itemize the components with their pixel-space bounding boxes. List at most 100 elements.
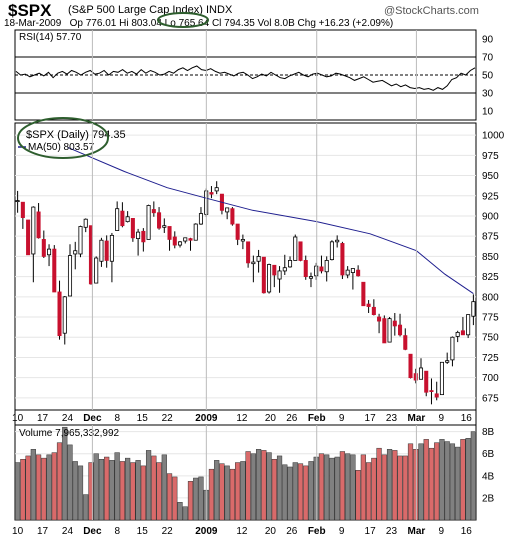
candle-body: [371, 306, 376, 316]
x-axis-label: 22: [162, 413, 174, 424]
candle-body: [246, 241, 251, 264]
volume-bar: [35, 454, 42, 521]
x-axis-label: 2009: [195, 526, 218, 537]
x-axis-label: 23: [386, 413, 398, 424]
candle-body: [177, 241, 183, 246]
candle-body: [26, 219, 31, 256]
candle-body: [256, 255, 261, 262]
candle-body: [345, 269, 350, 276]
candle-body: [188, 238, 193, 241]
candle-body: [340, 243, 345, 276]
volume-bar: [418, 443, 424, 521]
candle-body: [366, 303, 371, 307]
volume-bar: [56, 442, 63, 521]
volume-bar: [255, 449, 262, 521]
volume-bar: [381, 454, 387, 521]
candle-body: [146, 205, 151, 240]
volume-bar: [303, 465, 309, 521]
candle-body: [157, 212, 162, 229]
x-axis-label: 22: [162, 526, 174, 537]
symbol-title: $SPX: [8, 1, 52, 20]
volume-bars: [15, 426, 476, 521]
volume-bar: [339, 451, 346, 521]
volume-bar: [114, 452, 120, 521]
price-y-tick: 875: [482, 232, 499, 243]
quote-values: Op 776.01 Hi 803.04 Lo 765.64 Cl 794.35 …: [69, 18, 394, 29]
x-axis-label: Mar: [408, 526, 426, 537]
candle-body: [466, 314, 471, 336]
candle-body: [136, 231, 141, 240]
candle-body: [403, 335, 408, 350]
candle-body: [350, 268, 355, 273]
volume-bar: [250, 453, 256, 521]
volume-bar: [83, 494, 89, 521]
candle-body: [439, 361, 444, 396]
candle-body: [198, 213, 203, 225]
volume-bar: [166, 473, 173, 521]
x-axis-label: 10: [12, 526, 24, 537]
volume-bar: [224, 465, 230, 521]
volume-bar: [355, 470, 361, 521]
volume-bar: [172, 476, 178, 521]
volume-bar: [292, 462, 298, 521]
legend-highlight-ellipse: [17, 117, 109, 159]
volume-bar: [297, 463, 304, 521]
price-y-tick: 975: [482, 151, 499, 162]
volume-bar: [465, 438, 471, 521]
x-axis-label: 8: [115, 413, 121, 424]
x-axis-label: 24: [62, 526, 74, 537]
candle-body: [460, 330, 465, 336]
volume-bar: [193, 477, 199, 521]
volume-bar: [98, 458, 105, 521]
x-axis-label: 20: [265, 413, 277, 424]
volume-bar: [449, 443, 456, 521]
volume-bar: [324, 454, 330, 521]
x-axis-label: 26: [286, 526, 298, 537]
legend-price: $SPX (Daily) 794.35: [26, 129, 126, 141]
volume-bar: [308, 461, 314, 521]
x-axis-label: 17: [37, 413, 49, 424]
x-axis-label: 10: [12, 413, 24, 424]
candle-body: [434, 393, 439, 398]
x-axis-label: 9: [439, 413, 445, 424]
volume-tick: 2B: [482, 493, 495, 504]
volume-bar: [402, 455, 408, 521]
candle-body: [293, 236, 298, 261]
volume-bar: [46, 454, 52, 521]
x-axis-label: 12: [236, 526, 248, 537]
volume-bar: [240, 461, 246, 521]
volume-bar: [366, 462, 372, 521]
candle-body: [329, 241, 334, 261]
candle-body: [277, 270, 282, 280]
volume-bar: [30, 449, 36, 521]
candle-body: [167, 226, 172, 240]
volume-bar: [135, 460, 141, 521]
hi-highlight-ellipse: [157, 12, 209, 28]
volume-bar: [125, 457, 131, 521]
volume-bar: [261, 450, 267, 521]
candle-body: [67, 255, 73, 297]
brand-watermark: @StockCharts.com: [384, 5, 479, 17]
candle-body: [356, 269, 361, 277]
volume-bar: [470, 431, 476, 521]
x-axis-label: 16: [461, 526, 473, 537]
x-axis-label: Dec: [83, 413, 102, 424]
candle-body: [324, 260, 329, 273]
candle-body: [209, 192, 214, 195]
candle-body: [47, 248, 52, 256]
volume-bar: [392, 450, 398, 521]
x-axis-label: 9: [339, 526, 345, 537]
x-axis-label: Dec: [83, 526, 102, 537]
candle-body: [471, 301, 476, 317]
candle-body: [193, 223, 198, 241]
volume-bar: [386, 449, 393, 521]
candle-body: [319, 266, 324, 272]
candle-body: [288, 260, 293, 268]
candle-body: [52, 248, 57, 293]
candle-body: [424, 370, 429, 393]
x-axis-label: 20: [265, 526, 277, 537]
price-y-tick: 950: [482, 171, 499, 182]
volume-bar: [360, 454, 366, 521]
candle-body: [183, 237, 188, 242]
candlesticks: [15, 181, 476, 405]
